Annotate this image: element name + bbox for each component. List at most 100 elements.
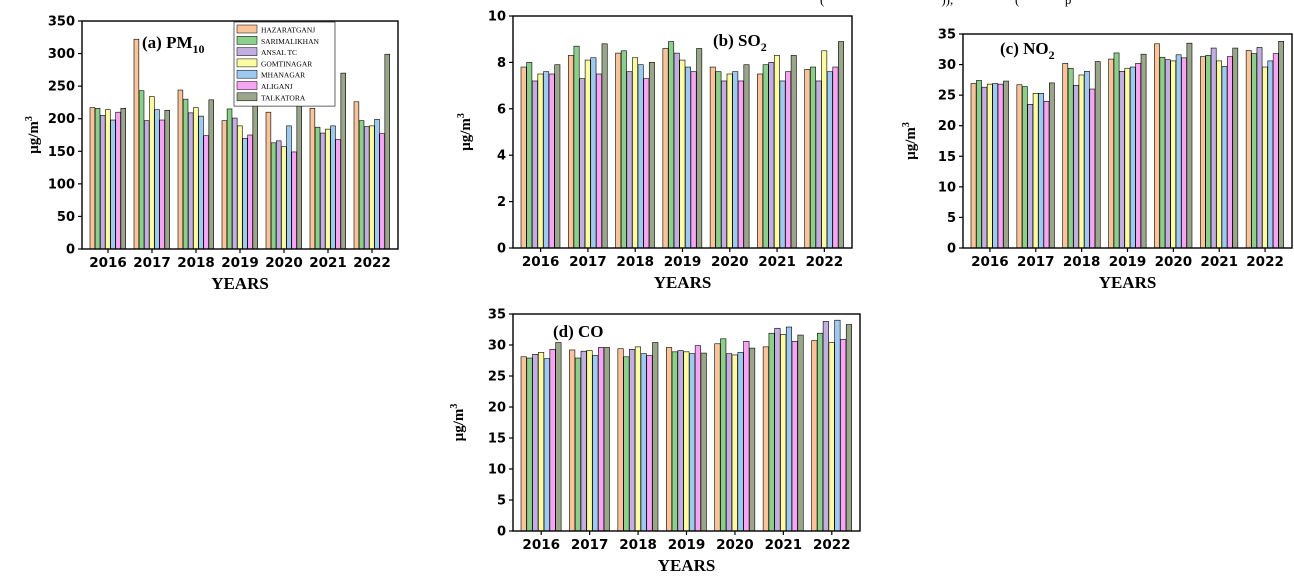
bar-mhanagar-2021 [330,125,336,250]
chart-3: 0 5 10 15 20 25 30 35 2016 2017 2018 2019 2020 2021 20… [449,308,861,575]
bar-sarimalikhan-2019 [671,351,678,532]
bar-aliganj-2019 [694,345,701,532]
chart-0: 0 50 100 150 200 250 300 350 2016 2017 2018 2019 202… [24,15,399,293]
bar-sarimalikhan-2020 [720,338,727,532]
bar-aliganj-2020 [291,151,297,250]
bar-ansal-tc-2019 [673,52,680,249]
bar-hazaratganj-2018 [177,89,184,250]
y-tick-label: 35 [938,28,956,43]
bar-mhanagar-2019 [685,66,691,249]
bar-ansal-tc-2017 [580,350,587,532]
legend-swatch [236,92,258,102]
x-tick-label: 2020 [265,255,303,271]
bar-talkatora-2016 [120,107,127,250]
bar-ansal-tc-2019 [677,350,684,532]
bar-gomtinagar-2021 [780,334,787,532]
bar-gomtinagar-2020 [1170,60,1177,249]
bar-talkatora-2020 [743,64,750,249]
bar-ansal-tc-2018 [1073,85,1079,249]
bar-sarimalikhan-2021 [768,332,775,532]
bar-hazaratganj-2018 [617,348,624,532]
bar-hazaratganj-2016 [970,83,977,249]
y-tick-label: 15 [488,432,506,447]
bar-ansal-tc-2020 [721,80,727,249]
bar-hazaratganj-2019 [1108,58,1114,249]
legend-label: ANSAL TC [261,48,297,57]
bar-mhanagar-2017 [1038,93,1044,249]
bar-gomtinagar-2019 [683,351,690,532]
bar-ansal-tc-2018 [187,112,194,250]
bar-ansal-tc-2017 [143,120,150,250]
x-tick-label: 2016 [522,254,560,270]
bar-aliganj-2022 [832,66,839,249]
x-tick-label: 2018 [1063,254,1101,270]
bar-talkatora-2021 [797,334,804,532]
bar-aliganj-2020 [737,80,744,249]
bar-hazaratganj-2020 [709,66,716,249]
legend-label: SARIMALIKHAN [261,37,320,46]
y-tick-label: 300 [48,47,75,62]
bar-hazaratganj-2019 [662,48,669,249]
bar-talkatora-2019 [700,352,707,532]
bar-ansal-tc-2017 [579,78,586,249]
bar-mhanagar-2016 [110,119,116,250]
bar-ansal-tc-2016 [532,353,539,532]
bar-mhanagar-2022 [374,119,380,250]
legend-swatch [236,47,258,56]
bar-mhanagar-2022 [834,319,841,532]
bar-aliganj-2020 [1181,57,1187,249]
bar-hazaratganj-2021 [1199,56,1206,249]
bar-mhanagar-2016 [543,71,550,249]
bar-mhanagar-2020 [286,125,292,250]
bar-talkatora-2020 [296,104,302,250]
y-tick-label: 15 [938,150,956,165]
bar-sarimalikhan-2022 [1251,53,1257,249]
bar-ansal-tc-2021 [768,62,775,249]
bar-aliganj-2017 [159,119,165,250]
bar-gomtinagar-2018 [1078,74,1085,249]
x-tick-label: 2021 [1200,254,1238,270]
y-tick-label: 250 [48,80,75,95]
bar-ansal-tc-2016 [99,115,106,250]
x-axis-label: YEARS [654,273,712,292]
y-tick-label: 350 [48,15,75,30]
bar-sarimalikhan-2020 [715,71,722,249]
bar-sarimalikhan-2017 [573,45,580,249]
y-tick-label: 0 [947,242,956,257]
bar-sarimalikhan-2019 [1113,52,1120,249]
chart-1: 0 2 4 6 8 10 2016 2017 2018 2019 2020 2021 2022 YEARS… [456,10,853,292]
bar-hazaratganj-2020 [265,111,272,250]
legend-label: TALKATORA [261,93,306,102]
bar-aliganj-2020 [743,340,750,532]
bar-gomtinagar-2020 [281,146,287,250]
bar-ansal-tc-2022 [1256,47,1263,249]
x-tick-label: 2017 [1017,254,1055,270]
bar-mhanagar-2018 [637,64,644,249]
bar-aliganj-2018 [643,78,650,249]
bar-mhanagar-2021 [779,80,786,249]
bar-gomtinagar-2020 [731,354,738,532]
bar-aliganj-2021 [1227,56,1233,249]
bar-mhanagar-2017 [154,109,160,250]
bar-sarimalikhan-2016 [976,80,982,249]
y-tick-label: 6 [497,102,506,117]
x-tick-label: 2020 [711,254,749,270]
bar-gomtinagar-2022 [828,342,835,532]
bar-hazaratganj-2021 [309,107,316,250]
bar-gomtinagar-2019 [1124,67,1131,249]
bar-mhanagar-2017 [592,355,599,532]
bar-gomtinagar-2022 [369,125,375,250]
y-tick-label: 25 [938,89,956,104]
x-axis-label: YEARS [211,274,269,293]
bar-ansal-tc-2020 [275,140,282,250]
x-tick-label: 2017 [571,537,609,553]
bar-ansal-tc-2018 [626,71,633,249]
bar-ansal-tc-2017 [1027,104,1034,249]
bar-ansal-tc-2021 [774,327,781,532]
bar-hazaratganj-2016 [520,356,527,532]
bar-aliganj-2016 [115,111,121,250]
bar-hazaratganj-2022 [811,340,818,532]
bar-talkatora-2022 [384,53,390,250]
bar-sarimalikhan-2019 [668,41,675,249]
